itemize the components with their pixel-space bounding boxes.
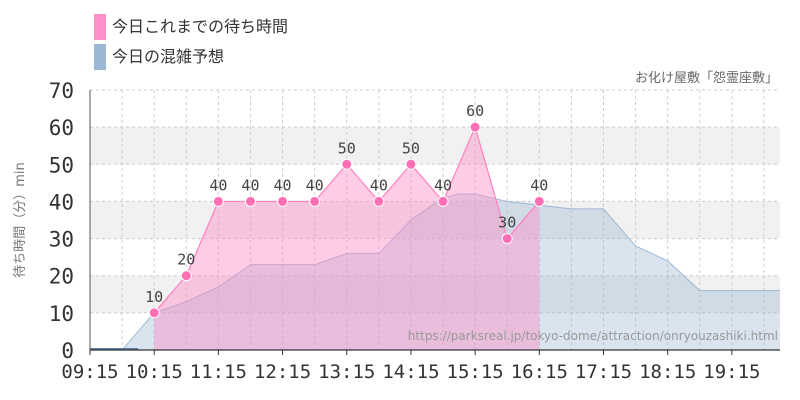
data-point — [373, 195, 385, 207]
data-point — [309, 195, 321, 207]
data-label: 40 — [370, 176, 388, 194]
data-label: 10 — [145, 288, 163, 306]
x-tick-label: 11:15 — [190, 361, 247, 383]
x-tick-label: 16:15 — [511, 361, 568, 383]
data-label: 60 — [466, 102, 484, 120]
y-tick-label: 0 — [61, 339, 74, 363]
data-label: 40 — [274, 176, 292, 194]
y-tick-label: 70 — [49, 79, 74, 103]
y-tick-label: 30 — [49, 228, 74, 252]
x-tick-label: 10:15 — [126, 361, 183, 383]
data-point — [501, 233, 513, 245]
data-point — [533, 195, 545, 207]
chart-title: お化け屋敷「怨霊座敷」 — [634, 71, 778, 86]
data-point — [180, 270, 192, 282]
x-tick-label: 13:15 — [318, 361, 375, 383]
y-tick-label: 40 — [49, 190, 74, 214]
forecast-area — [90, 194, 780, 350]
x-tick-label: 15:15 — [447, 361, 504, 383]
source-url: https://parksreal.jp/tokyo-dome/attracti… — [408, 329, 778, 343]
legend: 今日これまでの待ち時間 今日の混雑予想 — [94, 12, 394, 76]
data-label: 40 — [241, 176, 259, 194]
x-tick-label: 14:15 — [382, 361, 439, 383]
data-label: 50 — [338, 139, 356, 157]
data-point — [277, 195, 289, 207]
data-label: 50 — [402, 139, 420, 157]
data-point — [212, 195, 224, 207]
x-tick-label: 17:15 — [575, 361, 632, 383]
data-point — [437, 195, 449, 207]
data-label: 40 — [530, 176, 548, 194]
data-label: 40 — [209, 176, 227, 194]
y-tick-label: 10 — [49, 302, 74, 326]
data-label: 30 — [498, 214, 516, 232]
y-axis-title: 待ち時間（分）min — [13, 162, 28, 278]
grid-band — [90, 127, 780, 165]
data-label: 40 — [434, 176, 452, 194]
x-tick-label: 19:15 — [703, 361, 760, 383]
legend-swatch-forecast — [94, 44, 106, 70]
today-area — [154, 127, 540, 351]
y-tick-label: 20 — [49, 265, 74, 289]
data-point — [405, 158, 417, 170]
data-point — [148, 307, 160, 319]
legend-label-forecast: 今日の混雑予想 — [112, 47, 225, 66]
grid-band — [90, 275, 780, 313]
data-label: 40 — [306, 176, 324, 194]
x-tick-label: 18:15 — [639, 361, 696, 383]
legend-swatch-today — [94, 14, 106, 40]
legend-label-today: 今日これまでの待ち時間 — [112, 17, 289, 36]
data-point — [341, 158, 353, 170]
x-tick-label: 09:15 — [61, 361, 118, 383]
data-label: 20 — [177, 251, 195, 269]
legend-item-forecast: 今日の混雑予想 — [94, 42, 394, 72]
legend-item-today: 今日これまでの待ち時間 — [94, 12, 394, 42]
y-tick-label: 50 — [49, 153, 74, 177]
data-point — [469, 121, 481, 133]
x-tick-label: 12:15 — [254, 361, 311, 383]
y-tick-label: 60 — [49, 116, 74, 140]
data-point — [244, 195, 256, 207]
